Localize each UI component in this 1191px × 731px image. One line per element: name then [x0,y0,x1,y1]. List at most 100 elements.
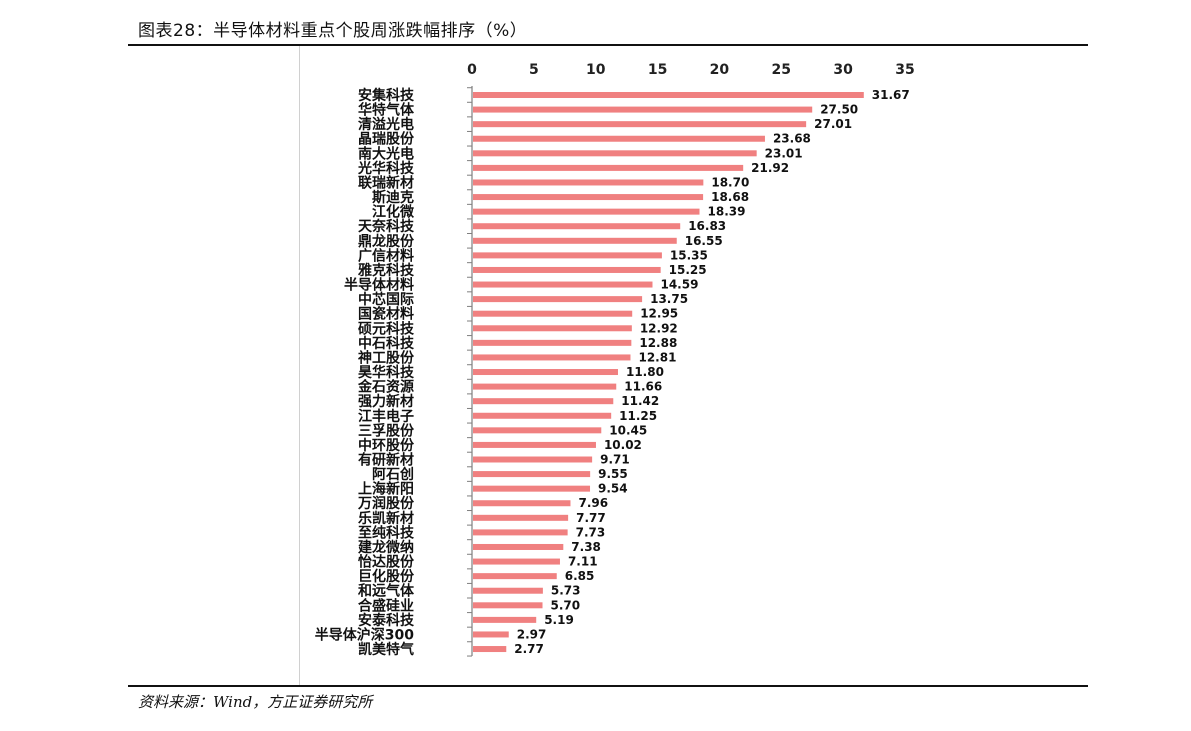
value-label: 15.35 [670,248,708,262]
bottom-rule [128,685,1088,687]
bar [473,543,564,550]
value-label: 13.75 [650,292,688,306]
category-label: 建龙微纳 [358,539,414,556]
category-label: 中环股份 [358,437,415,454]
value-label: 9.55 [598,467,628,481]
category-label: 安泰科技 [358,612,415,629]
category-label: 联瑞新材 [358,174,414,191]
category-label: 和远气体 [358,583,415,600]
bar [473,383,617,390]
value-label: 18.39 [708,205,746,219]
bar [473,179,704,186]
value-label: 5.70 [551,598,581,612]
category-label: 光华科技 [357,160,415,177]
bar [473,398,614,405]
figure-title: 图表28：半导体材料重点个股周涨跌幅排序（%） [138,21,528,41]
category-label: 南大光电 [358,145,414,162]
value-label: 18.70 [711,175,749,189]
category-label: 江丰电子 [358,408,414,425]
category-label: 昊华科技 [358,364,415,381]
value-label: 2.97 [517,627,547,641]
value-label: 31.67 [872,88,910,102]
x-tick-label: 25 [772,62,791,78]
value-label: 14.59 [660,278,698,292]
category-label: 有研新材 [358,452,414,469]
value-label: 18.68 [711,190,749,204]
category-label: 半导体材料 [344,277,414,294]
bar [473,441,596,448]
value-label: 12.92 [640,321,678,335]
category-label: 怡达股份 [358,554,415,571]
category-label: 合盛硅业 [358,597,414,614]
source-note: 资料来源：Wind，方正证券研究所 [138,693,373,711]
bar [473,631,509,638]
bar [473,602,543,609]
value-label: 11.80 [626,365,664,379]
value-label: 7.38 [571,540,601,554]
bar [473,339,632,346]
value-label: 16.55 [685,234,723,248]
category-label: 斯迪克 [372,189,414,206]
bar [473,427,602,434]
category-label: 乐凯新材 [358,510,414,527]
category-label: 三孚股份 [358,422,415,439]
x-tick-label: 5 [529,62,539,78]
value-label: 27.01 [814,117,852,131]
bar [473,529,568,536]
value-label: 9.54 [598,482,628,496]
category-label: 神工股份 [358,349,415,366]
value-label: 23.68 [773,132,811,146]
bar [473,266,661,273]
category-label: 天奈科技 [358,218,415,235]
category-label: 万润股份 [357,495,415,512]
value-label: 11.25 [619,409,657,423]
value-label: 27.50 [820,103,858,117]
value-label: 7.96 [578,496,608,510]
category-label: 鼎龙股份 [358,233,415,250]
bar [473,281,653,288]
category-label: 硕元科技 [358,320,415,337]
value-label: 2.77 [514,642,544,656]
value-label: 10.45 [609,423,647,437]
bar [473,237,677,244]
category-label: 中芯国际 [358,291,414,308]
left-divider [299,46,300,685]
bar [473,514,569,521]
category-label: 雅克科技 [358,262,415,279]
category-label: 金石资源 [357,379,414,396]
top-rule [128,44,1088,46]
bar [473,325,632,332]
x-tick-label: 35 [895,62,914,78]
bar [473,471,591,478]
category-label: 巨化股份 [358,568,415,585]
bar [473,106,813,113]
category-label: 阿石创 [372,466,414,483]
value-label: 11.42 [621,394,659,408]
category-label: 中石科技 [358,335,415,352]
bar [473,369,618,376]
category-label: 上海新阳 [358,481,414,498]
bar [473,354,631,361]
category-label: 晶瑞股份 [358,131,415,148]
bar [473,164,744,171]
bar [473,150,757,157]
value-label: 10.02 [604,438,642,452]
bar [473,92,864,98]
bar [473,456,593,463]
value-label: 7.77 [576,511,606,525]
value-label: 6.85 [565,569,595,583]
value-label: 7.73 [576,525,606,539]
x-tick-label: 15 [648,62,667,78]
category-label: 至纯科技 [358,524,415,541]
category-label: 半导体沪深300 [315,626,414,643]
bar [473,296,643,303]
value-label: 9.71 [600,453,630,467]
bar [473,646,507,653]
bar [473,485,591,492]
bar [473,252,662,259]
value-label: 12.95 [640,307,678,321]
value-label: 11.66 [624,380,662,394]
value-label: 12.88 [639,336,677,350]
value-label: 7.11 [568,555,598,569]
